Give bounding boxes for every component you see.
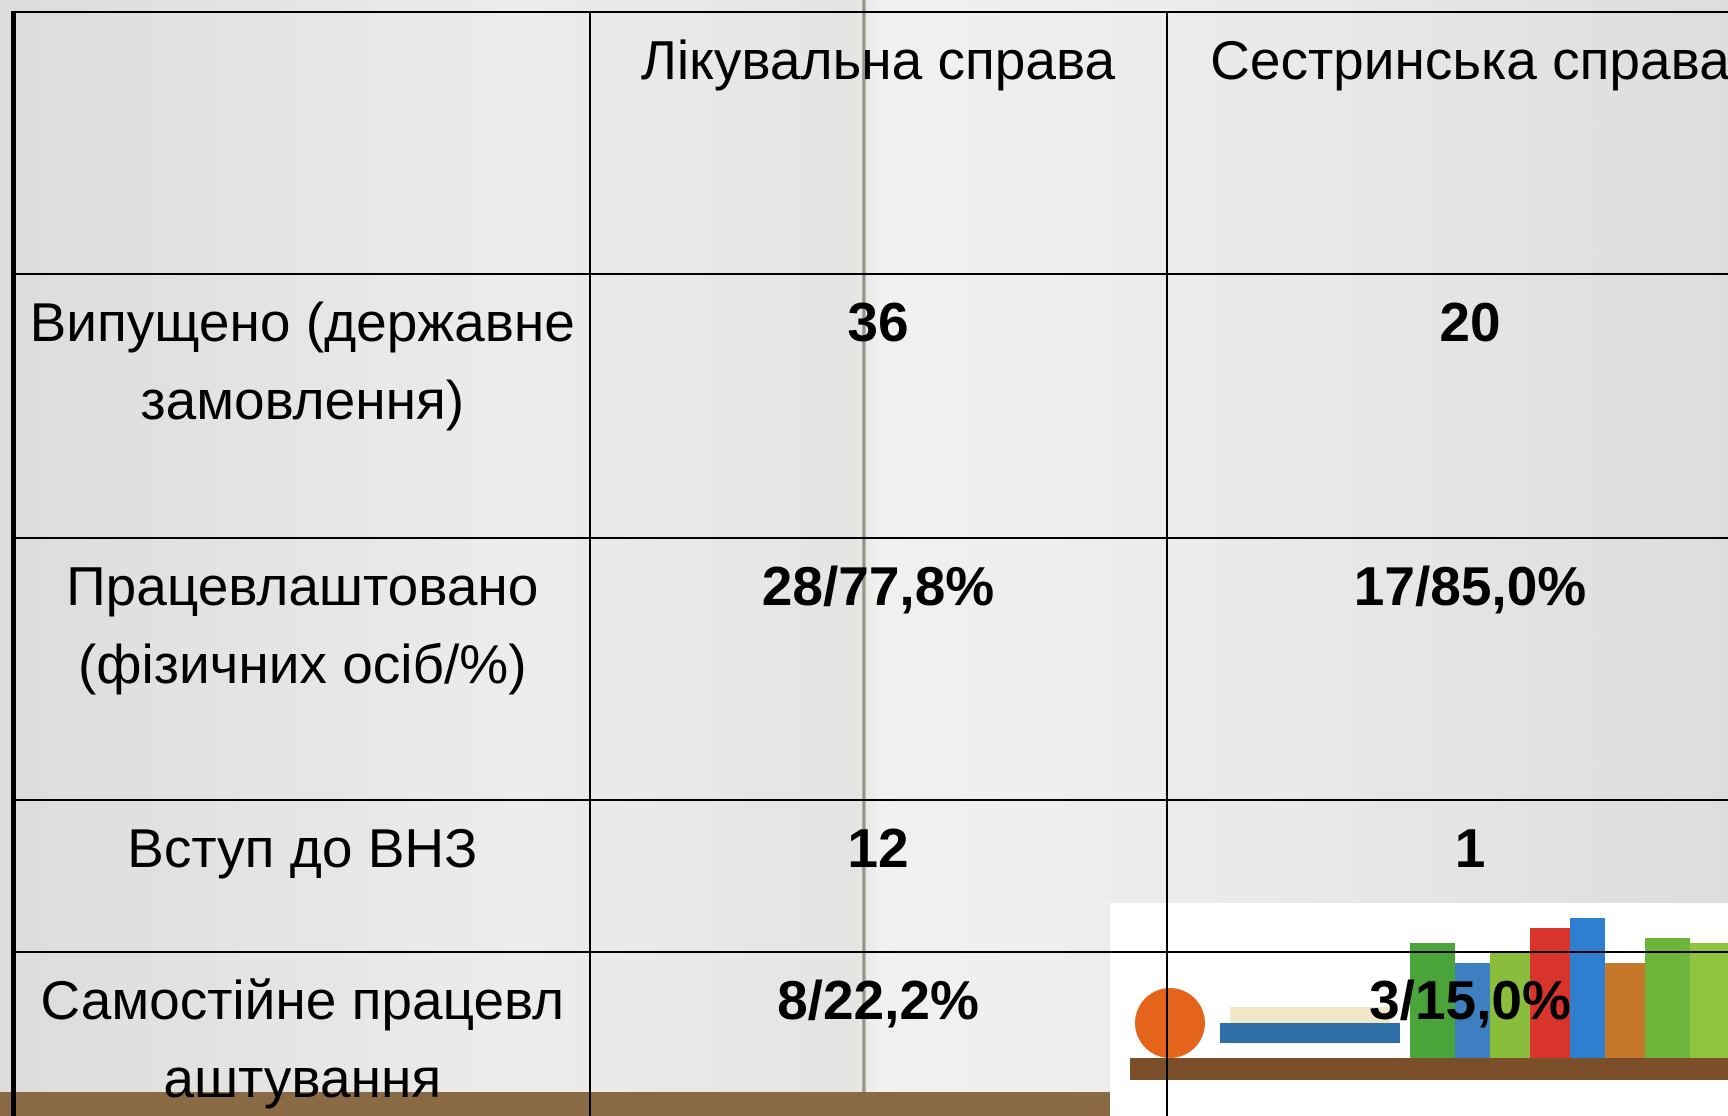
row-label: Самостійне працевлаштування bbox=[14, 952, 590, 1116]
value-cell: 8/22,2% bbox=[590, 952, 1167, 1116]
header-cell: Лікувальна справа bbox=[590, 12, 1167, 274]
slide: {"table": { "header": ["Лікувальна справ… bbox=[0, 0, 1728, 1116]
header-cell: Сестринська справа bbox=[1167, 12, 1728, 274]
value-cell: 36 bbox=[590, 274, 1167, 538]
value-cell: 1 bbox=[1167, 800, 1728, 952]
row: Працевлаштовано (фізичних осіб/%)28/77,8… bbox=[14, 538, 1728, 800]
row-label: Працевлаштовано (фізичних осіб/%) bbox=[14, 538, 590, 800]
row-label: Вступ до ВНЗ bbox=[14, 800, 590, 952]
value-cell: 12 bbox=[590, 800, 1167, 952]
row-label: Випущено (державне замовлення) bbox=[14, 274, 590, 538]
value-cell: 3/15,0% bbox=[1167, 952, 1728, 1116]
value-cell: 20 bbox=[1167, 274, 1728, 538]
corner-cell bbox=[14, 12, 590, 274]
value-cell: 28/77,8% bbox=[590, 538, 1167, 800]
value-cell: 17/85,0% bbox=[1167, 538, 1728, 800]
